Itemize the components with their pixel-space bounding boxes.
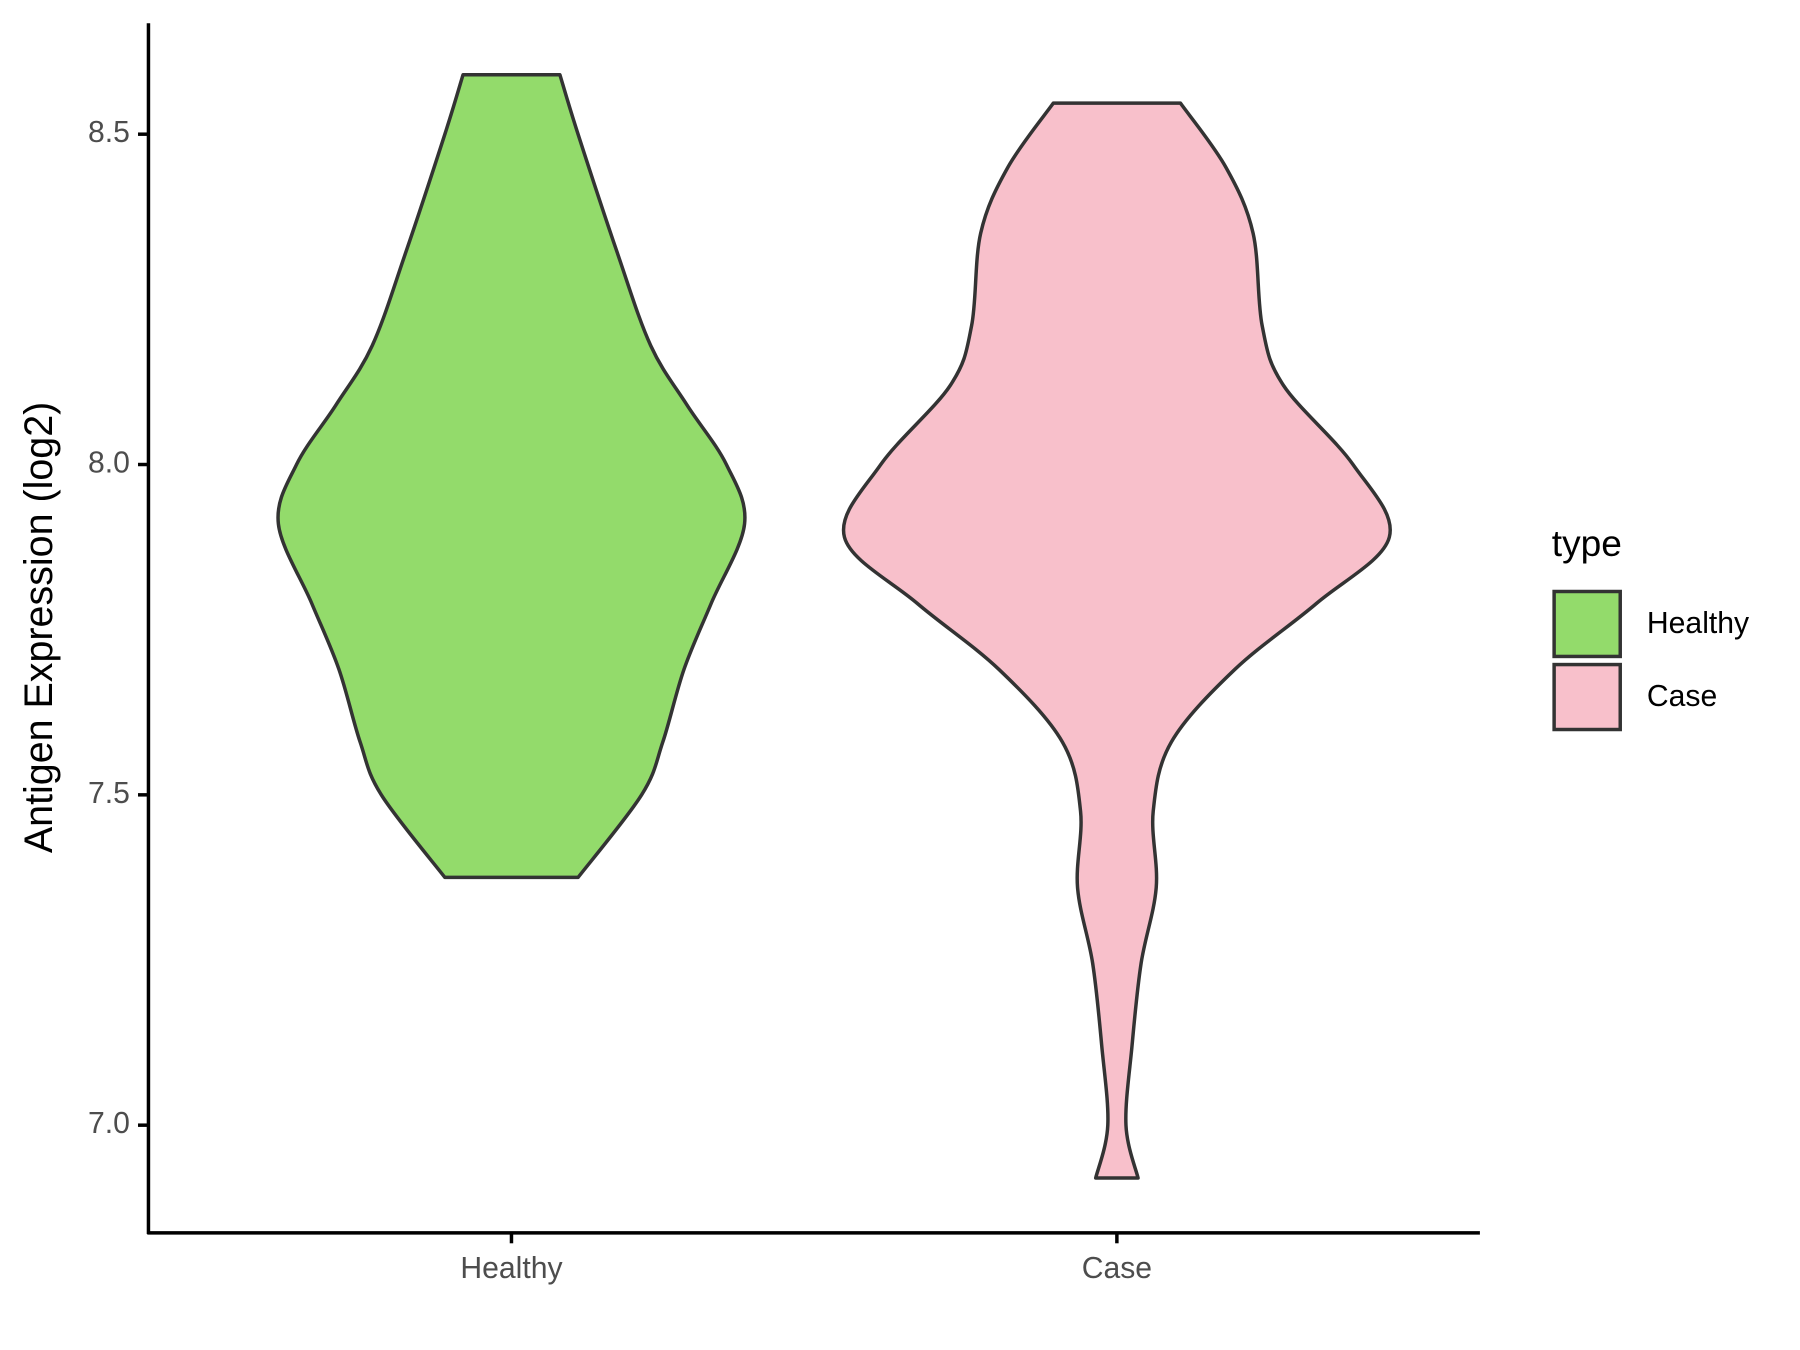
violin	[276, 72, 747, 880]
violin	[841, 101, 1392, 1180]
legend-label: Healthy	[1647, 607, 1750, 640]
legend-key	[1552, 589, 1622, 659]
legend-title: type	[1552, 522, 1622, 564]
legend-label: Case	[1647, 680, 1717, 713]
y-tick-label: 7.0	[88, 1107, 130, 1140]
y-tick-label: 8.5	[88, 116, 130, 149]
y-tick-label: 7.5	[88, 777, 130, 810]
y-tick-label: 8.0	[88, 446, 130, 479]
x-tick-label: Healthy	[460, 1252, 563, 1285]
x-tick-label: Case	[1082, 1252, 1152, 1285]
legend-key	[1552, 662, 1622, 732]
y-axis-title: Antigen Expression (log2)	[17, 402, 61, 853]
